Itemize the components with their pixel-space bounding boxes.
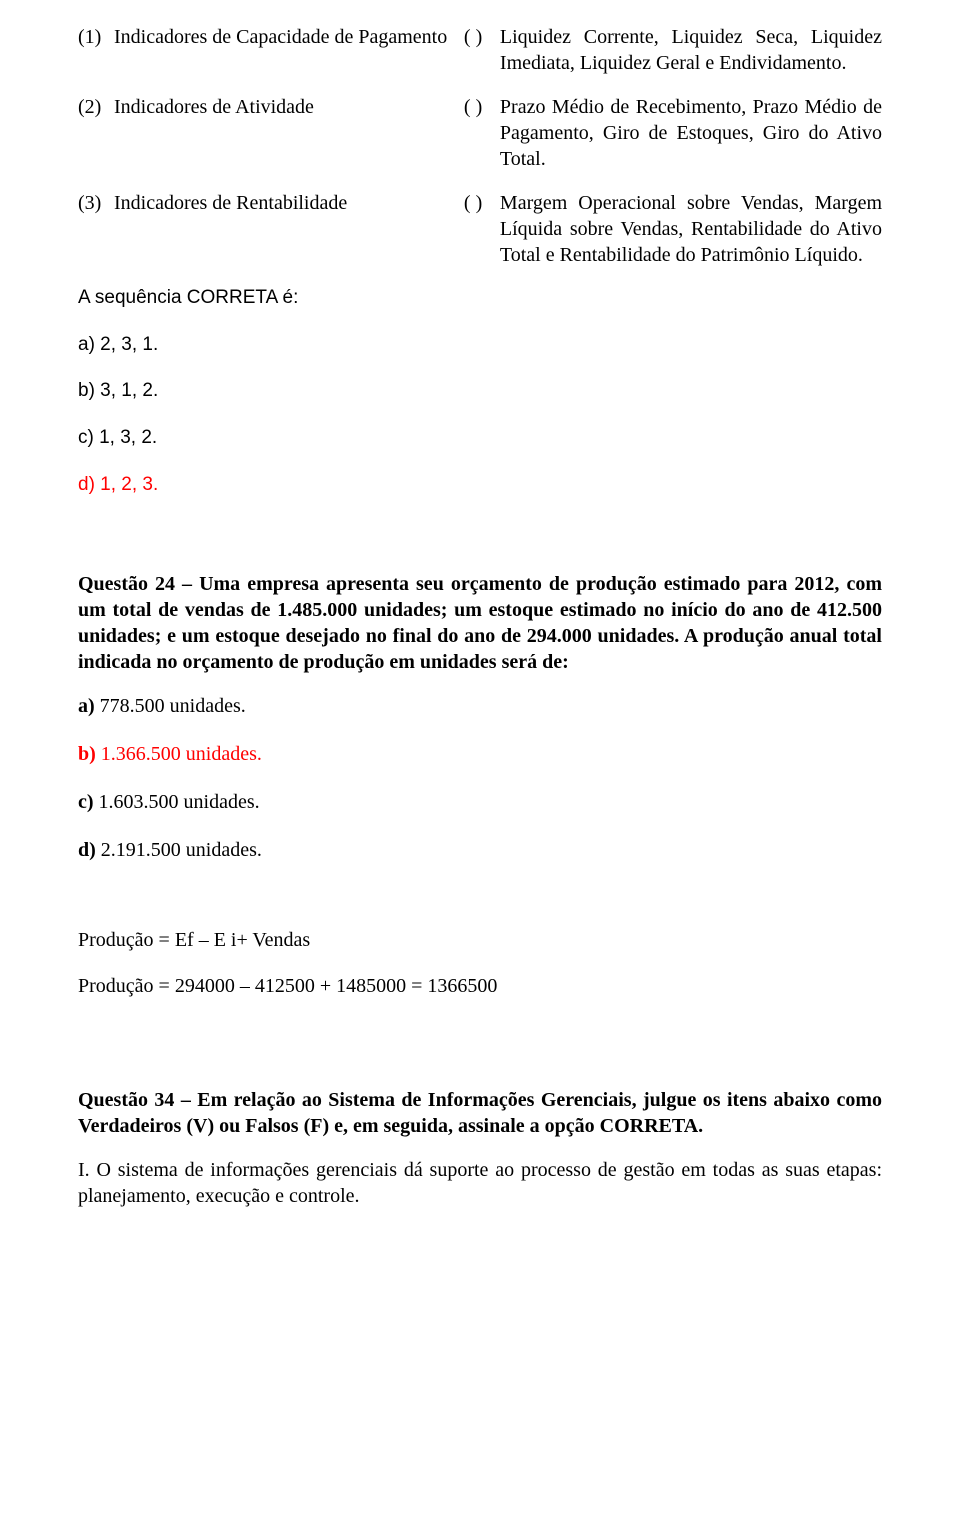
match-number: (1) (78, 24, 114, 50)
q24-b-value: 1.366.500 unidades. (101, 743, 262, 765)
question-34-title: Questão 34 – Em relação ao Sistema de In… (78, 1087, 882, 1139)
match-row: (2) Indicadores de Atividade ( ) Prazo M… (78, 94, 882, 172)
q34-item-1: I. O sistema de informações gerenciais d… (78, 1157, 882, 1209)
match-left-cell: (3) Indicadores de Rentabilidade (78, 190, 464, 216)
match-row: (3) Indicadores de Rentabilidade ( ) Mar… (78, 190, 882, 268)
q24-option-b-correct: b) 1.366.500 unidades. (78, 741, 882, 767)
match-paren: ( ) (464, 94, 500, 120)
match-paren: ( ) (464, 24, 500, 50)
sequence-prompt: A sequência CORRETA é: (78, 286, 882, 311)
question-24-title: Questão 24 – Uma empresa apresenta seu o… (78, 571, 882, 675)
q24-c-value: 1.603.500 unidades. (99, 791, 260, 813)
match-description: Prazo Médio de Recebimento, Prazo Médio … (500, 94, 882, 172)
q24-d-label: d) (78, 839, 101, 861)
matching-table: (1) Indicadores de Capacidade de Pagamen… (78, 24, 882, 268)
option-a: a) 2, 3, 1. (78, 333, 882, 358)
q24-a-label: a) (78, 695, 100, 717)
q24-a-value: 778.500 unidades. (100, 695, 246, 717)
q24-c-label: c) (78, 791, 99, 813)
match-number: (2) (78, 94, 114, 120)
production-formula: Produção = Ef – E i+ Vendas (78, 927, 882, 953)
option-b: b) 3, 1, 2. (78, 379, 882, 404)
match-number: (3) (78, 190, 114, 216)
q24-option-d: d) 2.191.500 unidades. (78, 837, 882, 863)
match-description: Margem Operacional sobre Vendas, Margem … (500, 190, 882, 268)
match-label: Indicadores de Capacidade de Pagamento (114, 24, 464, 50)
option-d-correct: d) 1, 2, 3. (78, 473, 882, 498)
match-left-cell: (2) Indicadores de Atividade (78, 94, 464, 120)
match-description: Liquidez Corrente, Liquidez Seca, Liquid… (500, 24, 882, 76)
match-label: Indicadores de Atividade (114, 94, 464, 120)
q24-d-value: 2.191.500 unidades. (101, 839, 262, 861)
q24-b-label: b) (78, 743, 101, 765)
production-calculation: Produção = 294000 – 412500 + 1485000 = 1… (78, 973, 882, 999)
match-left-cell: (1) Indicadores de Capacidade de Pagamen… (78, 24, 464, 50)
q24-option-c: c) 1.603.500 unidades. (78, 789, 882, 815)
match-row: (1) Indicadores de Capacidade de Pagamen… (78, 24, 882, 76)
option-c: c) 1, 3, 2. (78, 426, 882, 451)
match-label: Indicadores de Rentabilidade (114, 190, 464, 216)
match-paren: ( ) (464, 190, 500, 216)
q24-option-a: a) 778.500 unidades. (78, 693, 882, 719)
